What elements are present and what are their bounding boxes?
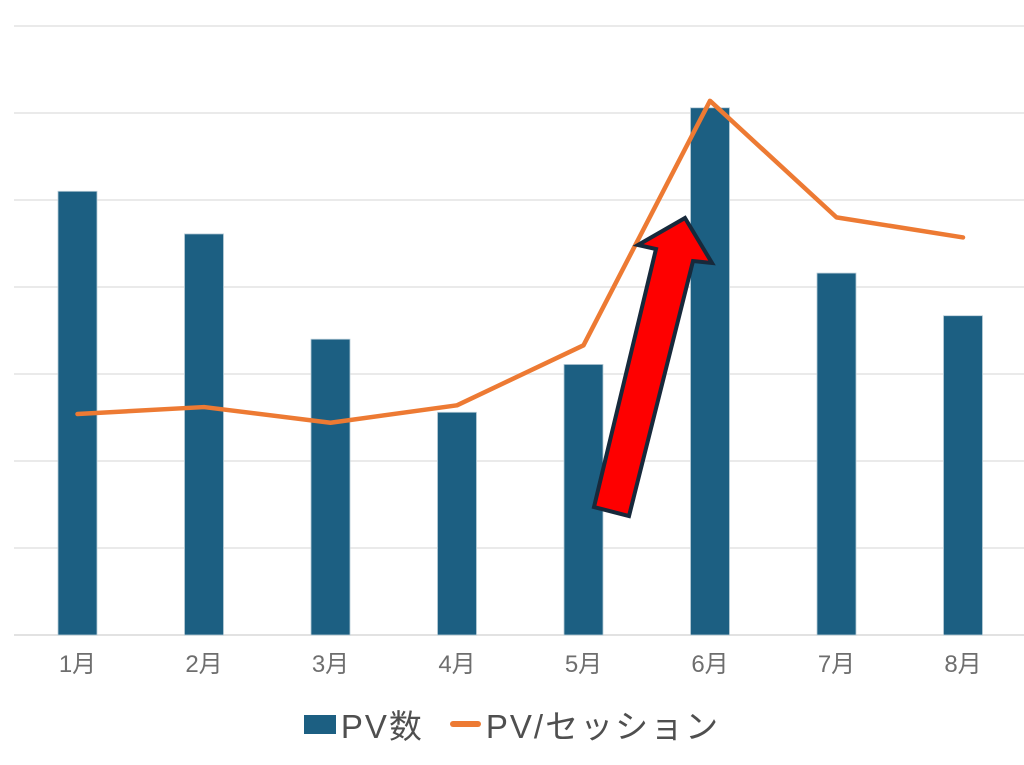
legend-item-pv-session: PV/セッション [449,700,721,748]
x-axis-label-8月: 8月 [944,651,981,678]
bar-6月 [690,107,730,636]
x-axis-label-3月: 3月 [312,651,349,678]
x-axis-label-1月: 1月 [59,651,96,678]
red-up-arrow-annotation [591,215,716,519]
x-axis-label-7月: 7月 [818,651,855,678]
pv-per-session-line [75,98,966,425]
bar-7月 [816,272,857,636]
bar-8月 [943,315,983,636]
legend-line-swatch [449,721,481,727]
x-axis-label-4月: 4月 [438,651,475,678]
bar-2月 [184,233,224,636]
x-axis-label-5月: 5月 [565,651,602,678]
legend-item-pv: PV数 [303,700,424,748]
x-axis-label-2月: 2月 [185,651,222,678]
x-axis-label-6月: 6月 [691,651,728,678]
bar-4月 [437,411,477,636]
legend-label-pv-session: PV/セッション [485,708,721,745]
legend-label-pv: PV数 [340,708,424,745]
chart-legend: PV数 PV/セッション [0,700,1024,748]
bar-3月 [310,338,351,636]
legend-bar-swatch [303,714,336,734]
